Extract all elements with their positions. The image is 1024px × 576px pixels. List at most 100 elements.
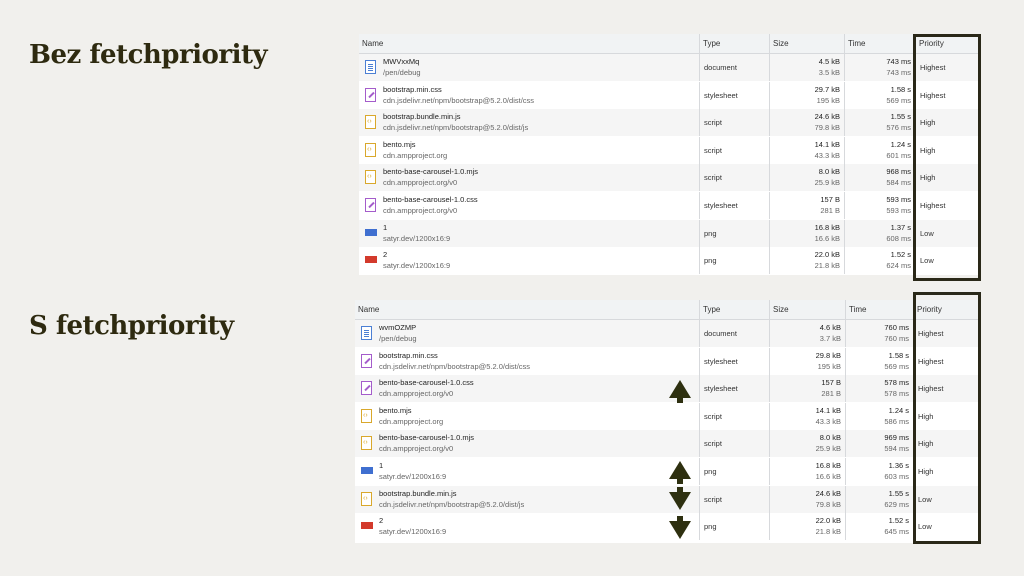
time-cell: 593 ms 593 ms — [844, 192, 915, 219]
name-cell[interactable]: bento-base-carousel-1.0.mjscdn.ampprojec… — [359, 164, 699, 191]
transfer-size: 4.5 kB — [818, 57, 840, 66]
resource-path: cdn.jsdelivr.net/npm/bootstrap@5.2.0/dis… — [379, 361, 531, 371]
resource-name[interactable]: bento-base-carousel-1.0.css — [379, 378, 474, 388]
column-header-type[interactable]: Type — [699, 300, 769, 319]
table-row[interactable]: wvmOZMP/pen/debug document 4.6 kB 3.7 kB 760… — [355, 320, 980, 347]
script-icon — [365, 170, 376, 185]
name-cell[interactable]: wvmOZMP/pen/debug — [355, 320, 699, 347]
table-row[interactable]: bootstrap.min.css cdn.jsdelivr.net/npm/bo… — [355, 347, 980, 375]
latency-time: 629 ms — [884, 499, 909, 509]
time-cell: 1.36 s 603 ms — [845, 458, 913, 485]
stylesheet-icon — [361, 353, 372, 368]
name-cell[interactable]: 2 satyr.dev/1200x16:9 — [359, 247, 699, 274]
type-cell: stylesheet — [699, 81, 769, 109]
priority-value: High — [918, 467, 934, 476]
column-header-type[interactable]: Type — [699, 34, 769, 53]
name-cell[interactable]: bento-base-carousel-1.0.css cdn.ampprojec… — [359, 192, 699, 219]
latency-time: 569 ms — [884, 361, 909, 371]
transfer-size: 22.0 kB — [814, 250, 840, 260]
time-cell: 969 ms 594 ms — [845, 430, 913, 458]
table-row[interactable]: bento-base-carousel-1.0.css cdn.ampprojec… — [355, 375, 980, 403]
resource-name[interactable]: bootstrap.bundle.min.js — [383, 112, 461, 122]
latency-time: 743 ms — [886, 68, 911, 77]
table-row[interactable]: bootstrap.bundle.min.jscdn.jsdelivr.net/… — [359, 109, 980, 137]
script-icon — [365, 142, 376, 157]
transfer-size: 4.6 kB — [819, 323, 841, 332]
column-header-time[interactable]: Time — [844, 34, 915, 53]
column-header-time[interactable]: Time — [845, 300, 913, 319]
name-cell[interactable]: bootstrap.bundle.min.jscdn.jsdelivr.net/… — [355, 486, 699, 513]
resource-name[interactable]: bento-base-carousel-1.0.mjs — [379, 433, 475, 443]
name-cell[interactable]: 1 satyr.dev/1200x16:9 — [359, 220, 699, 247]
total-time: 760 ms — [884, 323, 909, 332]
total-time: 968 ms — [886, 167, 911, 177]
column-header-name[interactable]: Name — [358, 305, 380, 314]
resource-type: stylesheet — [704, 201, 738, 210]
table-row[interactable]: 2 satyr.dev/1200x16:9 png 22.0 kB 21.8 kB 1.5… — [355, 513, 980, 541]
time-cell: 1.55 s 629 ms — [845, 485, 913, 513]
column-header-size[interactable]: Size — [769, 34, 844, 53]
size-cell: 22.0 kB 21.8 kB — [769, 513, 845, 541]
resource-name[interactable]: bootstrap.min.css — [379, 350, 438, 360]
total-time: 1.55 s — [890, 112, 911, 122]
resource-name[interactable]: 1 — [383, 222, 388, 232]
latency-time: 624 ms — [886, 261, 911, 271]
resource-name[interactable]: wvmOZMP — [379, 323, 417, 332]
priority-value: Low — [920, 256, 934, 266]
name-cell[interactable]: 1 satyr.dev/1200x16:9 — [355, 458, 699, 485]
resource-name[interactable]: 2 — [383, 250, 388, 260]
table-row[interactable]: 1 satyr.dev/1200x16:9 png 16.8 kB 16.6 kB 1.3… — [359, 219, 980, 247]
latency-time: 586 ms — [884, 416, 909, 426]
name-cell[interactable]: MWVxxMq/pen/debug — [359, 54, 699, 81]
resource-size: 16.6 kB — [815, 472, 841, 481]
resource-name[interactable]: bento-base-carousel-1.0.mjs — [383, 167, 479, 177]
size-cell: 8.0 kB 25.9 kB — [769, 164, 844, 192]
total-time: 743 ms — [886, 57, 911, 66]
name-cell[interactable]: bootstrap.min.css cdn.jsdelivr.net/npm/bo… — [359, 82, 699, 109]
column-header-name[interactable]: Name — [362, 39, 384, 48]
resource-name[interactable]: bento.mjs — [379, 405, 412, 415]
name-cell[interactable]: bento-base-carousel-1.0.mjscdn.ampprojec… — [355, 430, 699, 457]
table-row[interactable]: 2 satyr.dev/1200x16:9 png 22.0 kB 21.8 kB 1.5… — [359, 247, 980, 275]
total-time: 1.36 s — [888, 461, 909, 470]
name-cell[interactable]: bento-base-carousel-1.0.css cdn.ampprojec… — [355, 375, 699, 402]
table-row[interactable]: bento-base-carousel-1.0.css cdn.ampprojec… — [359, 192, 980, 219]
size-cell: 29.8 kB 195 kB — [769, 347, 845, 375]
resource-type: script — [704, 118, 722, 128]
resource-size: 3.5 kB — [818, 68, 840, 77]
transfer-size: 157 B — [820, 195, 840, 204]
resource-name[interactable]: bootstrap.bundle.min.js — [379, 488, 457, 498]
transfer-size: 16.8 kB — [814, 222, 840, 232]
resource-name[interactable]: bento.mjs — [383, 139, 416, 149]
name-cell[interactable]: 2 satyr.dev/1200x16:9 — [355, 513, 699, 540]
column-header-size[interactable]: Size — [769, 300, 845, 319]
resource-name[interactable]: MWVxxMq — [383, 57, 420, 66]
table-row[interactable]: bootstrap.min.css cdn.jsdelivr.net/npm/bo… — [359, 81, 980, 109]
priority-highlight-frame-bottom — [913, 292, 981, 544]
name-cell[interactable]: bootstrap.min.css cdn.jsdelivr.net/npm/bo… — [355, 348, 699, 375]
heading-with-fetchpriority: S fetchpriority — [29, 311, 234, 341]
table-row[interactable]: 1 satyr.dev/1200x16:9 png 16.8 kB 16.6 kB 1.3… — [355, 458, 980, 485]
table-row[interactable]: bootstrap.bundle.min.jscdn.jsdelivr.net/… — [355, 485, 980, 513]
resource-name[interactable]: bento-base-carousel-1.0.css — [383, 195, 478, 204]
transfer-size: 29.7 kB — [814, 84, 840, 94]
resource-size: 281 B — [821, 389, 841, 399]
transfer-size: 14.1 kB — [814, 139, 840, 149]
resource-type: script — [704, 494, 722, 504]
image-blue-icon — [361, 467, 373, 474]
name-cell[interactable]: bootstrap.bundle.min.jscdn.jsdelivr.net/… — [359, 109, 699, 136]
total-time: 1.52 s — [888, 516, 909, 526]
resource-type: script — [704, 173, 722, 183]
latency-time: 576 ms — [886, 123, 911, 133]
table-row[interactable]: bento-base-carousel-1.0.mjscdn.ampprojec… — [359, 164, 980, 192]
resource-name[interactable]: 2 — [379, 516, 384, 526]
resource-name[interactable]: 1 — [379, 461, 384, 470]
table-row[interactable]: bento-base-carousel-1.0.mjscdn.ampprojec… — [355, 430, 980, 458]
type-cell: document — [699, 54, 769, 81]
table-row[interactable]: MWVxxMq/pen/debug document 4.5 kB 3.5 kB 743… — [359, 54, 980, 81]
resource-name[interactable]: bootstrap.min.css — [383, 84, 442, 94]
